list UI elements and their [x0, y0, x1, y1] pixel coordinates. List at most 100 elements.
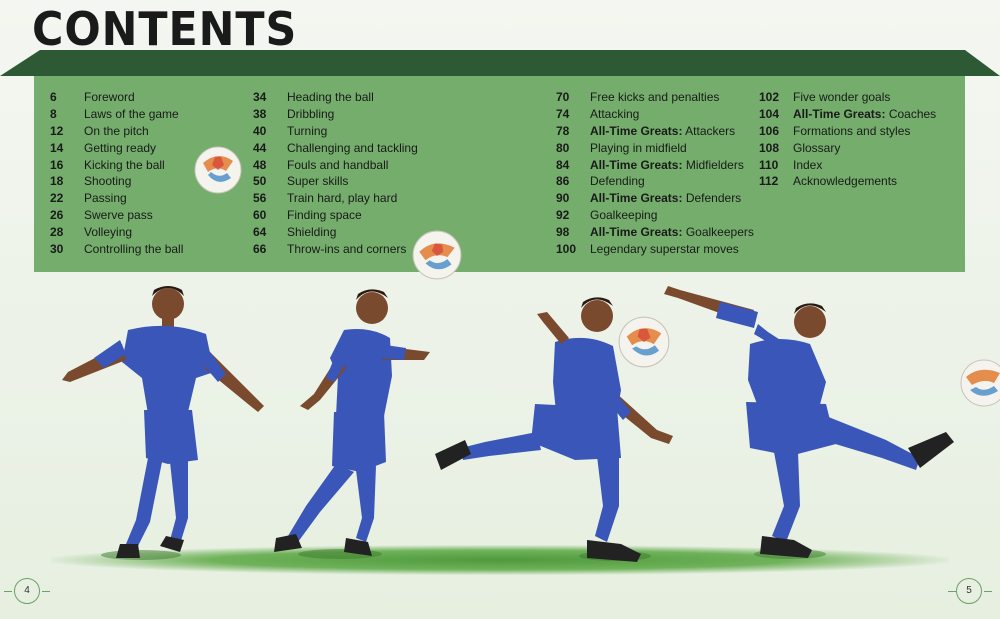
toc-label-text: Super skills [287, 174, 349, 189]
page-title: CONTENTS [32, 2, 298, 56]
toc-page-number: 22 [50, 191, 64, 206]
toc-label-text: Playing in midfield [590, 140, 687, 155]
toc-label: Five wonder goals [793, 89, 890, 106]
toc-label-text: Defending [590, 174, 645, 189]
toc-entry: 18 Shooting [50, 173, 183, 190]
toc-entry: 74 Attacking [556, 106, 754, 123]
toc-page-number: 108 [759, 140, 780, 155]
toc-label: Shielding [287, 224, 336, 241]
toc-entry: 28 Volleying [50, 224, 183, 241]
toc-label-text: Dribbling [287, 106, 335, 121]
toc-page-number: 98 [556, 225, 570, 240]
toc-entry: 78 All-Time Greats: Attackers [556, 123, 754, 140]
toc-entry: 100 Legendary superstar moves [556, 241, 754, 258]
toc-label: Kicking the ball [84, 157, 165, 174]
toc-entry: 56 Train hard, play hard [253, 190, 418, 207]
toc-page-number: 78 [556, 123, 570, 138]
toc-label: Foreword [84, 89, 135, 106]
toc-entry: 104 All-Time Greats: Coaches [759, 106, 936, 123]
toc-page-number: 12 [50, 123, 64, 138]
toc-label: All-Time Greats: Defenders [590, 190, 741, 207]
toc-page-number: 84 [556, 157, 570, 172]
toc-label-text: Goalkeeping [590, 208, 658, 223]
page-number-right: 5 [956, 578, 982, 604]
toc-entry: 70 Free kicks and penalties [556, 89, 754, 106]
toc-entry: 30 Controlling the ball [50, 241, 183, 258]
toc-label-text: Attackers [682, 123, 736, 138]
toc-label: Shooting [84, 173, 131, 190]
toc-entry: 64 Shielding [253, 224, 418, 241]
toc-label: Acknowledgements [793, 173, 897, 190]
toc-label-text: Finding space [287, 208, 362, 223]
toc-label: Goalkeeping [590, 207, 657, 224]
toc-label: Turning [287, 123, 327, 140]
toc-label: Defending [590, 173, 645, 190]
toc-label-prefix: All-Time Greats: [793, 106, 886, 121]
toc-label-prefix: All-Time Greats: [590, 225, 683, 240]
toc-label-text: Turning [287, 123, 328, 138]
toc-page-number: 30 [50, 242, 64, 257]
toc-label: Passing [84, 190, 127, 207]
toc-label-text: Free kicks and penalties [590, 90, 720, 104]
toc-label-text: Controlling the ball [84, 242, 184, 257]
toc-label: Formations and styles [793, 123, 910, 140]
toc-page-number: 34 [253, 90, 267, 104]
player-volleying [435, 297, 673, 562]
toc-label: Attacking [590, 106, 639, 123]
toc-label: Controlling the ball [84, 241, 183, 258]
toc-page-number: 86 [556, 174, 570, 189]
toc-page-number: 74 [556, 106, 570, 121]
toc-page-number: 102 [759, 90, 780, 104]
toc-label-text: Kicking the ball [84, 157, 165, 172]
page-number-left: 4 [14, 578, 40, 604]
toc-label-text: Challenging and tackling [287, 140, 418, 155]
toc-entry: 102 Five wonder goals [759, 89, 936, 106]
toc-label-text: Volleying [84, 225, 133, 240]
toc-label-text: Fouls and handball [287, 157, 389, 172]
player-standing [62, 286, 264, 560]
toc-label-text: Shooting [84, 174, 132, 189]
toc-label: Laws of the game [84, 106, 179, 123]
toc-entry: 22 Passing [50, 190, 183, 207]
toc-label-text: Train hard, play hard [287, 191, 398, 206]
toc-label: All-Time Greats: Goalkeepers [590, 224, 754, 241]
toc-label: Index [793, 157, 822, 174]
toc-column-3: 70 Free kicks and penalties 74 Attacking 78 A… [556, 89, 754, 258]
toc-entry: 6 Foreword [50, 89, 183, 106]
toc-label-text: Swerve pass [84, 208, 153, 223]
football-icon [412, 230, 462, 280]
toc-entry: 66 Throw-ins and corners [253, 241, 418, 258]
toc-entry: 112 Acknowledgements [759, 173, 936, 190]
toc-label-text: Throw-ins and corners [287, 242, 407, 257]
contents-board-roof [0, 50, 1000, 76]
toc-entry: 44 Challenging and tackling [253, 140, 418, 157]
toc-page-number: 44 [253, 140, 267, 155]
toc-entry: 106 Formations and styles [759, 123, 936, 140]
toc-entry: 34 Heading the ball [253, 89, 418, 106]
player-heading [274, 289, 430, 559]
toc-entry: 110 Index [759, 157, 936, 174]
toc-page-number: 6 [50, 90, 57, 104]
football-icon [960, 359, 1000, 407]
toc-page-number: 70 [556, 90, 570, 104]
toc-page-number: 104 [759, 106, 780, 121]
toc-page-number: 40 [253, 123, 267, 138]
toc-label: Throw-ins and corners [287, 241, 406, 258]
toc-label: Getting ready [84, 140, 156, 157]
toc-label: Fouls and handball [287, 157, 388, 174]
toc-label-text: Laws of the game [84, 106, 179, 121]
toc-label-text: Acknowledgements [793, 174, 898, 189]
toc-label-text: Midfielders [682, 157, 744, 172]
toc-entry: 98 All-Time Greats: Goalkeepers [556, 224, 754, 241]
toc-label-text: Passing [84, 191, 127, 206]
toc-page-number: 50 [253, 174, 267, 189]
page-number-rule [984, 591, 992, 592]
toc-entry: 48 Fouls and handball [253, 157, 418, 174]
toc-label-text: Glossary [793, 140, 841, 155]
toc-page-number: 100 [556, 242, 577, 257]
player-kicking [664, 286, 954, 559]
toc-label-text: Index [793, 157, 823, 172]
toc-label: All-Time Greats: Coaches [793, 106, 936, 123]
contents-board: 6 Foreword 8 Laws of the game 12 On the pitch… [34, 76, 965, 272]
toc-label-prefix: All-Time Greats: [590, 191, 683, 206]
